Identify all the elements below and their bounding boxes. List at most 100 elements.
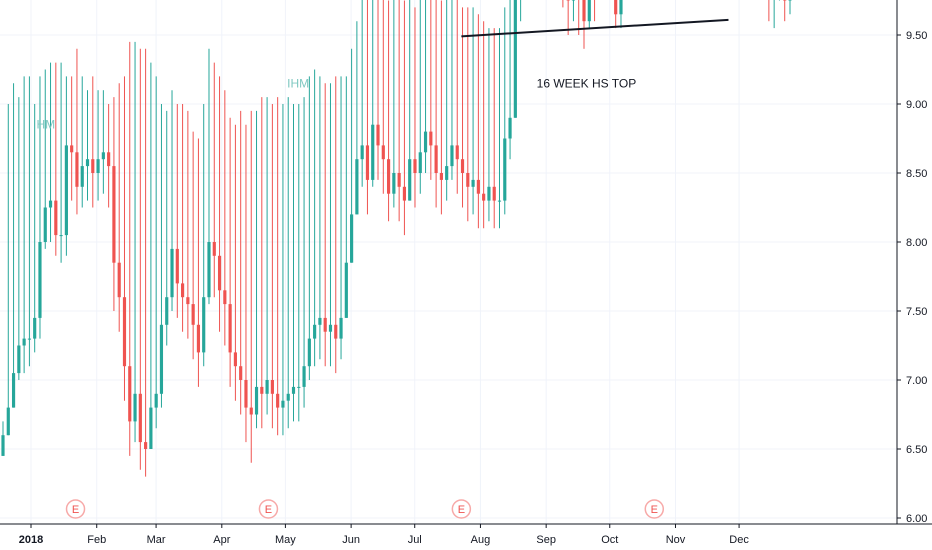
candle-body <box>175 248 179 284</box>
neckline-trendline[interactable] <box>461 18 729 38</box>
candle-body <box>313 324 317 339</box>
candle-body <box>11 373 16 408</box>
candle-body <box>6 407 10 436</box>
candle-body <box>334 324 338 339</box>
y-tick-label: 8.50 <box>906 168 927 180</box>
candle <box>85 90 90 201</box>
candle <box>429 0 433 180</box>
candle <box>249 110 253 463</box>
candle-body <box>91 159 95 173</box>
candle-body <box>466 173 470 187</box>
candle <box>344 76 348 318</box>
candle <box>386 0 391 222</box>
candle-body <box>207 242 211 298</box>
candle-body <box>138 393 142 443</box>
candle-body <box>429 131 433 146</box>
y-tick-label: 7.00 <box>906 375 927 387</box>
candle-body <box>413 159 417 173</box>
time-axis[interactable]: 2018 Feb Mar Apr May Jun Jul Aug Sep Oct Nov Dec <box>19 524 750 546</box>
candle <box>562 0 564 8</box>
candle-body <box>117 262 121 298</box>
pattern-annotation[interactable]: 16 WEEK HS TOP <box>537 76 637 90</box>
x-tick-label: Mar <box>147 534 166 546</box>
x-tick-label: Aug <box>471 534 491 546</box>
pattern-label: IHM <box>287 76 309 90</box>
candle <box>365 0 370 215</box>
y-tick-label: 9.00 <box>906 99 927 111</box>
candle <box>778 0 780 1</box>
earnings-marker[interactable]: E <box>65 499 86 519</box>
candle <box>476 14 480 229</box>
candle <box>80 76 84 208</box>
candle <box>614 0 618 29</box>
candle-body <box>418 152 422 173</box>
candle-body <box>122 297 127 367</box>
candle <box>450 0 454 180</box>
price-axis[interactable]: 6.006.507.007.508.008.509.009.5010.0010.… <box>897 0 932 525</box>
x-tick-label: Oct <box>601 534 618 546</box>
earnings-marker[interactable]: E <box>258 499 279 519</box>
candle <box>434 0 438 208</box>
candle-body <box>133 393 137 422</box>
candle <box>159 104 164 408</box>
earnings-marker[interactable]: E <box>451 499 472 519</box>
candle <box>202 104 206 367</box>
candle-body <box>339 317 343 339</box>
candle-body <box>344 262 348 318</box>
candle <box>783 0 787 22</box>
candle <box>149 62 153 449</box>
candle-body <box>59 235 63 237</box>
candle <box>154 76 158 429</box>
candle <box>355 21 359 215</box>
candle <box>117 83 121 332</box>
candle-body <box>270 380 274 394</box>
candle-body <box>492 186 496 201</box>
x-tick-label: Feb <box>87 534 106 546</box>
candle <box>307 76 311 380</box>
candle <box>402 0 407 236</box>
candle <box>587 0 591 29</box>
candle <box>297 104 301 422</box>
candle-body <box>260 386 264 394</box>
candle <box>128 41 132 456</box>
candle <box>392 0 396 208</box>
candle-body <box>249 407 253 415</box>
candle <box>508 0 512 160</box>
candle-body <box>239 366 243 380</box>
candle <box>27 76 31 367</box>
candle <box>313 69 317 367</box>
candle-body <box>392 173 396 194</box>
candle-body <box>154 393 158 408</box>
candle-body <box>286 393 290 401</box>
y-tick-label: 7.50 <box>906 306 927 318</box>
candle <box>54 62 58 256</box>
y-tick-label: 6.00 <box>906 513 927 525</box>
candle-body <box>445 166 449 180</box>
axis-lines <box>0 0 932 525</box>
x-tick-label: Jun <box>342 534 360 546</box>
candle-body <box>365 145 370 180</box>
candle <box>276 97 280 436</box>
candle <box>381 0 385 194</box>
candle-body <box>159 324 164 394</box>
candle <box>170 90 174 311</box>
candle-body <box>302 366 306 387</box>
candle-body <box>423 131 428 153</box>
earnings-marker[interactable]: E <box>644 499 665 519</box>
candle-body <box>582 0 586 22</box>
y-tick-label: 6.50 <box>906 444 927 456</box>
candle <box>497 28 502 229</box>
candle <box>360 0 364 187</box>
candle-body <box>38 242 42 318</box>
candle-body <box>43 207 47 242</box>
candle <box>788 0 792 15</box>
candle <box>302 97 306 408</box>
earnings-circle <box>65 499 86 519</box>
candle-body <box>487 186 491 201</box>
candle-body <box>386 159 391 194</box>
candle <box>594 0 596 22</box>
candle <box>38 76 42 339</box>
candle-body <box>48 200 53 208</box>
candle <box>520 0 522 22</box>
